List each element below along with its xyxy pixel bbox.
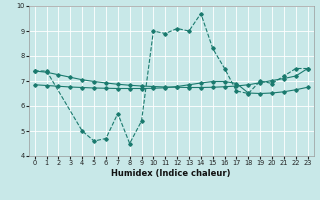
X-axis label: Humidex (Indice chaleur): Humidex (Indice chaleur) xyxy=(111,169,231,178)
